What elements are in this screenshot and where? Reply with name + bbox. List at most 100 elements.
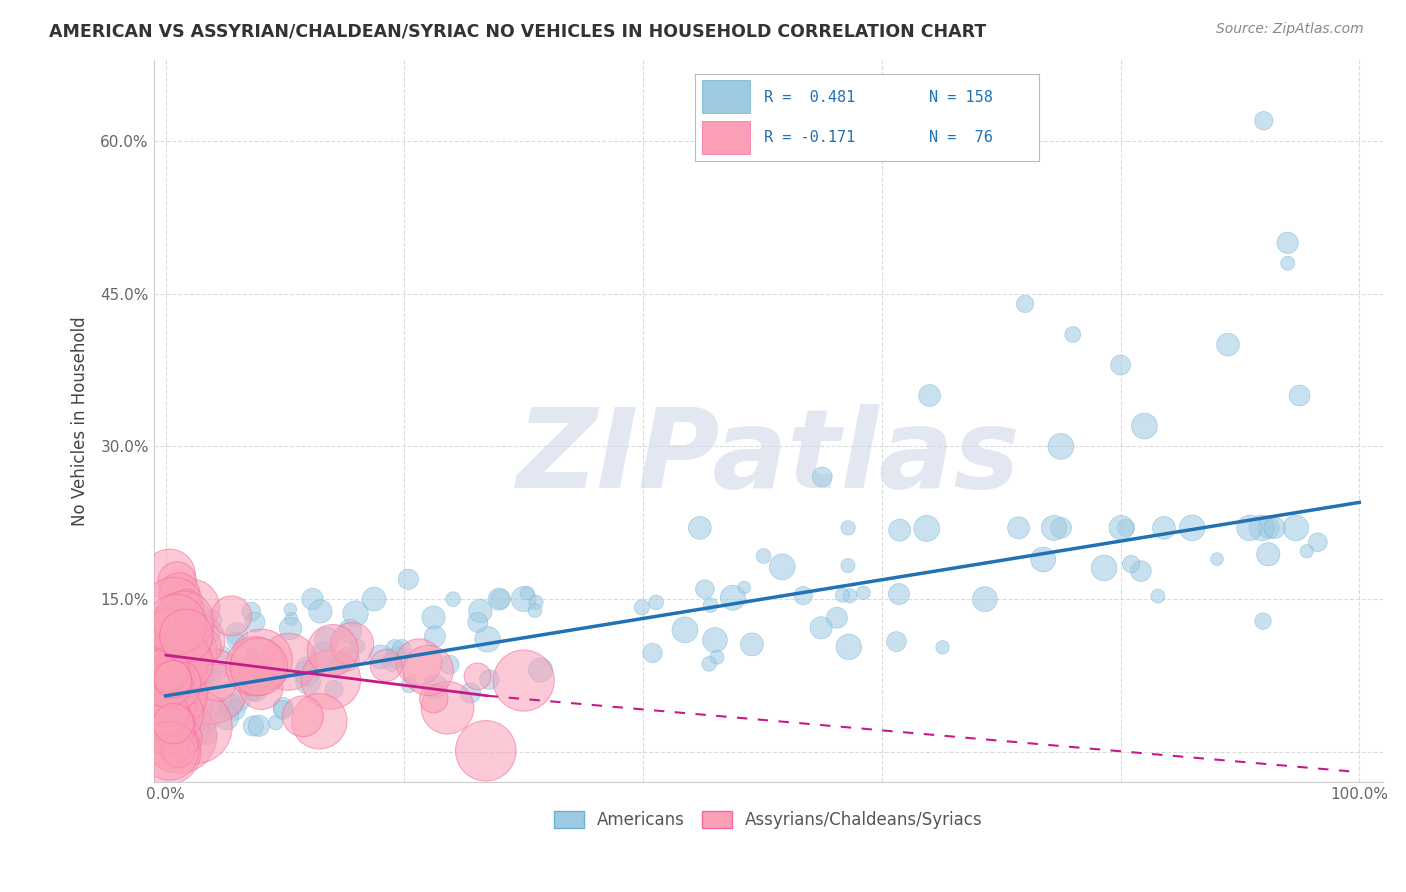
Point: [516, 586, 538, 600]
Point: [209, 663, 232, 677]
Point: [184, 706, 207, 720]
Point: [344, 607, 367, 621]
Point: [752, 549, 775, 563]
Point: [931, 640, 953, 655]
Point: [280, 612, 302, 626]
Point: [301, 592, 323, 607]
Point: [325, 659, 347, 673]
Point: [706, 650, 728, 665]
Point: [156, 675, 179, 690]
Point: [156, 740, 179, 755]
Point: [1239, 521, 1261, 535]
Point: [1032, 552, 1054, 566]
Point: [173, 622, 195, 636]
Point: [477, 632, 499, 647]
Point: [166, 574, 188, 588]
Point: [436, 700, 458, 714]
Point: [529, 663, 551, 677]
Text: AMERICAN VS ASSYRIAN/CHALDEAN/SYRIAC NO VEHICLES IN HOUSEHOLD CORRELATION CHART: AMERICAN VS ASSYRIAN/CHALDEAN/SYRIAC NO …: [49, 22, 987, 40]
Point: [291, 709, 314, 723]
Point: [187, 613, 209, 627]
Point: [163, 671, 186, 685]
Point: [184, 720, 207, 734]
Point: [297, 675, 319, 690]
Point: [160, 674, 183, 689]
Point: [460, 686, 482, 700]
Point: [741, 637, 763, 651]
Point: [831, 588, 853, 602]
Point: [418, 664, 440, 678]
Point: [1115, 521, 1137, 535]
Point: [1014, 297, 1036, 311]
Point: [630, 600, 652, 615]
Point: [159, 744, 181, 758]
Point: [242, 648, 264, 663]
Point: [641, 646, 664, 660]
Point: [693, 582, 716, 597]
Point: [1007, 521, 1029, 535]
Point: [163, 662, 186, 676]
Point: [215, 711, 238, 725]
Point: [240, 605, 263, 619]
Point: [190, 667, 212, 681]
Point: [252, 669, 274, 683]
Point: [423, 630, 446, 644]
Point: [1295, 544, 1317, 558]
Point: [174, 611, 197, 625]
Point: [441, 592, 464, 607]
Point: [322, 643, 344, 657]
Point: [156, 744, 179, 758]
Point: [212, 646, 235, 660]
Point: [398, 678, 420, 692]
Point: [160, 690, 183, 704]
Point: [1109, 521, 1132, 535]
Point: [165, 617, 187, 632]
Point: [162, 672, 184, 686]
Point: [173, 614, 195, 628]
Point: [156, 666, 179, 681]
Text: Source: ZipAtlas.com: Source: ZipAtlas.com: [1216, 22, 1364, 37]
Point: [1288, 388, 1310, 402]
Point: [231, 677, 253, 691]
Point: [167, 729, 190, 743]
Point: [197, 729, 219, 743]
Point: [173, 734, 195, 748]
Point: [198, 626, 221, 640]
Point: [1050, 521, 1073, 535]
Point: [1129, 564, 1152, 578]
Point: [224, 702, 246, 716]
Legend: Americans, Assyrians/Chaldeans/Syriacs: Americans, Assyrians/Chaldeans/Syriacs: [547, 804, 990, 836]
Point: [163, 671, 186, 685]
Point: [810, 621, 832, 635]
Point: [1264, 521, 1286, 535]
Point: [1133, 419, 1156, 434]
Point: [225, 633, 247, 648]
Point: [1250, 521, 1272, 535]
Point: [475, 744, 498, 758]
Point: [280, 622, 302, 636]
Point: [162, 716, 184, 731]
Point: [1306, 535, 1329, 549]
Point: [174, 656, 197, 670]
Point: [1251, 614, 1274, 628]
Point: [316, 632, 339, 647]
Y-axis label: No Vehicles in Household: No Vehicles in Household: [72, 316, 89, 525]
Point: [259, 675, 281, 690]
Point: [170, 639, 193, 653]
Point: [340, 637, 363, 651]
Point: [176, 633, 198, 648]
Point: [852, 586, 875, 600]
Point: [645, 595, 668, 609]
Point: [200, 679, 222, 693]
Point: [673, 623, 696, 637]
Point: [439, 657, 461, 672]
Point: [169, 652, 191, 666]
Point: [169, 720, 191, 734]
Point: [229, 693, 252, 707]
Point: [159, 673, 181, 687]
Point: [183, 613, 205, 627]
Point: [188, 633, 211, 648]
Point: [208, 700, 231, 714]
Point: [918, 388, 941, 402]
Point: [886, 634, 908, 648]
